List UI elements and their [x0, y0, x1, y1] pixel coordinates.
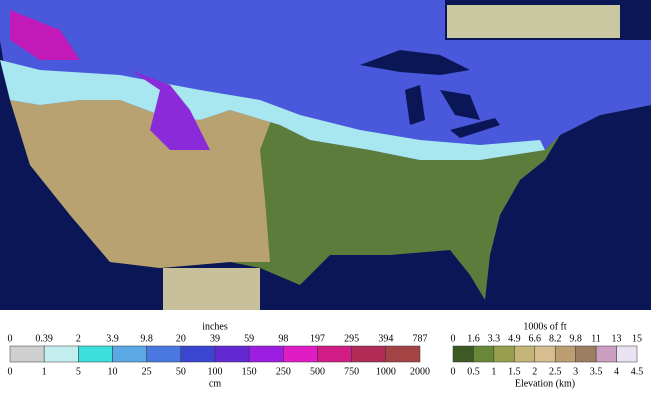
- legend-swatch: [616, 345, 638, 363]
- legend-swatch: [351, 345, 387, 363]
- legend-tick-bottom: 4: [614, 366, 619, 377]
- legend-tick-bottom: 750: [344, 366, 359, 377]
- mountain-snow: [130, 70, 210, 150]
- legend-swatch: [146, 345, 182, 363]
- legend-tick-top: 0: [8, 333, 13, 344]
- legend-tick-top: 4.9: [508, 333, 521, 344]
- legend-tick-bottom: 50: [176, 366, 186, 377]
- legend-swatch: [248, 345, 284, 363]
- legend-swatch: [493, 345, 515, 363]
- legend-tick-bottom: 250: [276, 366, 291, 377]
- legend-swatch: [112, 345, 147, 363]
- legend-tick-top: 11: [591, 333, 601, 344]
- legend-tick-top: 9.8: [140, 333, 153, 344]
- legend-tick-top: 13: [612, 333, 622, 344]
- legend-tick-top: 8.2: [549, 333, 562, 344]
- legend-tick-top: 3.3: [488, 333, 501, 344]
- legend-tick-top: 0.39: [35, 333, 53, 344]
- legend-tick-top: 15: [632, 333, 642, 344]
- legend-unit: cm: [209, 378, 221, 389]
- legend-tick-bottom: 0.5: [467, 366, 480, 377]
- legend-tick-bottom: 100: [208, 366, 223, 377]
- legend-tick-bottom: 5: [76, 366, 81, 377]
- legend-swatch: [575, 345, 597, 363]
- legend-swatch: [180, 345, 216, 363]
- legend-tick-top: 98: [278, 333, 288, 344]
- map: [0, 0, 651, 310]
- legend-tick-top: 1.6: [467, 333, 480, 344]
- legend-tick-bottom: 4.5: [631, 366, 644, 377]
- lake-michigan: [405, 85, 425, 125]
- legend-tick-bottom: 150: [242, 366, 257, 377]
- legend-tick-top: 39: [210, 333, 220, 344]
- legend-tick-bottom: 2: [532, 366, 537, 377]
- no-data-area: [447, 5, 620, 38]
- legend-swatch: [473, 345, 495, 363]
- legend-swatch: [9, 345, 45, 363]
- coastal-snow: [10, 10, 80, 60]
- legend-tick-bottom: 3: [573, 366, 578, 377]
- legend-tick-top: 3.9: [106, 333, 119, 344]
- legend-swatch: [43, 345, 79, 363]
- lake-erie: [450, 118, 500, 138]
- legend-tick-top: 6.6: [529, 333, 542, 344]
- legend-tick-bottom: 1: [42, 366, 47, 377]
- legend-tick-bottom: 1: [491, 366, 496, 377]
- legend-swatch: [283, 345, 318, 363]
- legend-tick-top: 197: [310, 333, 325, 344]
- legend-tick-top: 2: [76, 333, 81, 344]
- legend-swatch: [554, 345, 576, 363]
- lake-huron: [440, 90, 480, 120]
- legend-tick-top: 20: [176, 333, 186, 344]
- legend-tick-bottom: 10: [108, 366, 118, 377]
- legend-swatch: [514, 345, 536, 363]
- legend-swatch: [78, 345, 113, 363]
- legend-tick-bottom: 2.5: [549, 366, 562, 377]
- legend-tick-top: 787: [413, 333, 428, 344]
- legend-tick-bottom: 2000: [410, 366, 430, 377]
- legend-swatch: [214, 345, 250, 363]
- legend-tick-bottom: 3.5: [590, 366, 603, 377]
- legend-swatch: [317, 345, 352, 363]
- legend-unit: 1000s of ft: [523, 321, 567, 332]
- mexico: [163, 268, 260, 310]
- legend-tick-top: 0: [451, 333, 456, 344]
- legend-tick-top: 295: [344, 333, 359, 344]
- legend-tick-bottom: 1000: [376, 366, 396, 377]
- legend-swatch: [534, 345, 556, 363]
- snow-edge: [0, 60, 545, 160]
- legend-tick-top: 59: [244, 333, 254, 344]
- legend-swatch: [385, 345, 421, 363]
- legend-tick-top: 9.8: [569, 333, 582, 344]
- lake-superior: [360, 50, 470, 75]
- legend-tick-bottom: 25: [142, 366, 152, 377]
- legend-tick-top: 394: [378, 333, 393, 344]
- legend-unit: inches: [202, 321, 228, 332]
- legend-unit: Elevation (km): [515, 378, 575, 389]
- legend-tick-bottom: 0: [8, 366, 13, 377]
- western-terrain: [10, 70, 275, 268]
- legend-swatch: [595, 345, 617, 363]
- legend-tick-bottom: 500: [310, 366, 325, 377]
- legend-tick-bottom: 0: [451, 366, 456, 377]
- legend-tick-bottom: 1.5: [508, 366, 521, 377]
- legend-swatch: [452, 345, 474, 363]
